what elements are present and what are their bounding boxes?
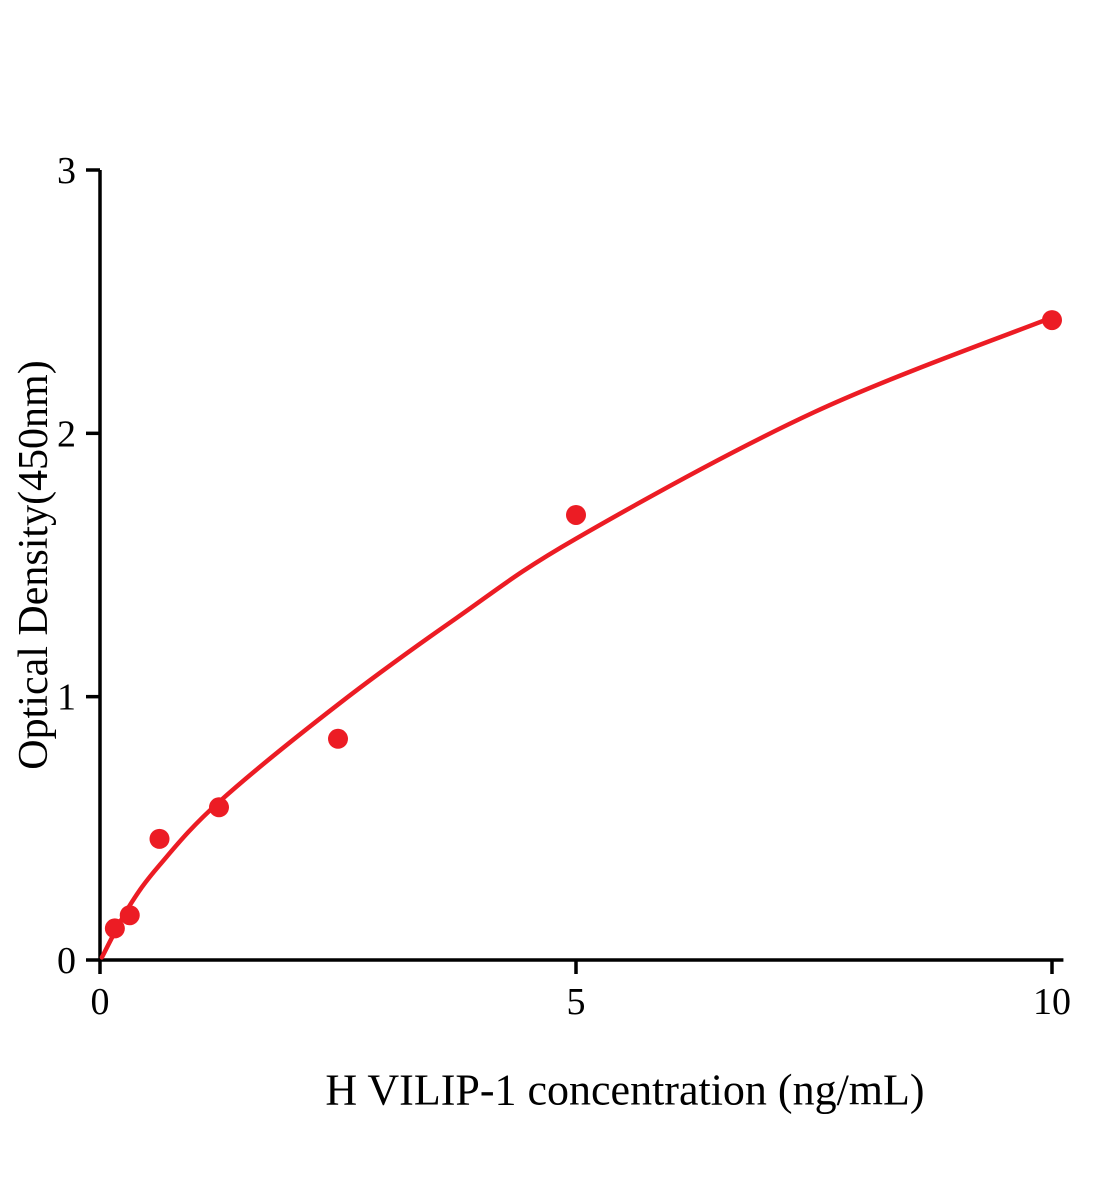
fit-curve bbox=[99, 315, 1055, 960]
data-point bbox=[328, 728, 348, 749]
x-axis-label: H VILIP-1 concentration (ng/mL) bbox=[325, 1065, 925, 1115]
y-tick-label: 3 bbox=[57, 150, 76, 192]
y-axis-label: Optical Density(450nm) bbox=[11, 360, 57, 770]
x-tick-label: 5 bbox=[567, 981, 586, 1023]
data-point bbox=[104, 918, 125, 939]
data-point bbox=[119, 905, 140, 926]
data-point bbox=[566, 504, 586, 525]
axes-line bbox=[98, 170, 1064, 962]
data-point bbox=[149, 828, 170, 849]
x-tick-label: 0 bbox=[91, 981, 110, 1023]
data-point bbox=[209, 797, 229, 818]
y-tick-label: 0 bbox=[57, 940, 76, 982]
y-tick-label: 2 bbox=[57, 413, 76, 455]
y-tick-label: 1 bbox=[57, 677, 76, 719]
x-tick-label: 10 bbox=[1033, 981, 1071, 1023]
data-point bbox=[1042, 310, 1062, 331]
